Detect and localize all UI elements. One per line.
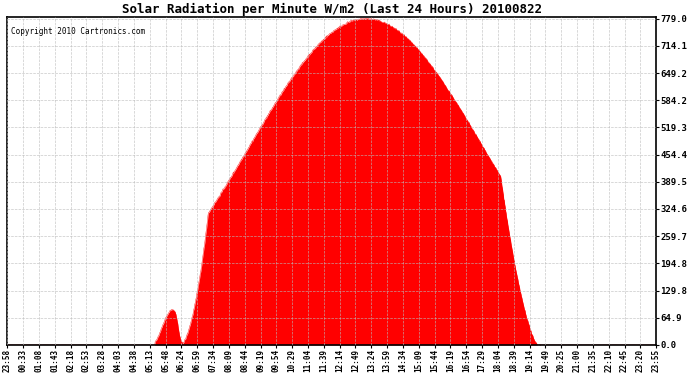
Title: Solar Radiation per Minute W/m2 (Last 24 Hours) 20100822: Solar Radiation per Minute W/m2 (Last 24…	[121, 3, 542, 16]
Text: Copyright 2010 Cartronics.com: Copyright 2010 Cartronics.com	[10, 27, 145, 36]
